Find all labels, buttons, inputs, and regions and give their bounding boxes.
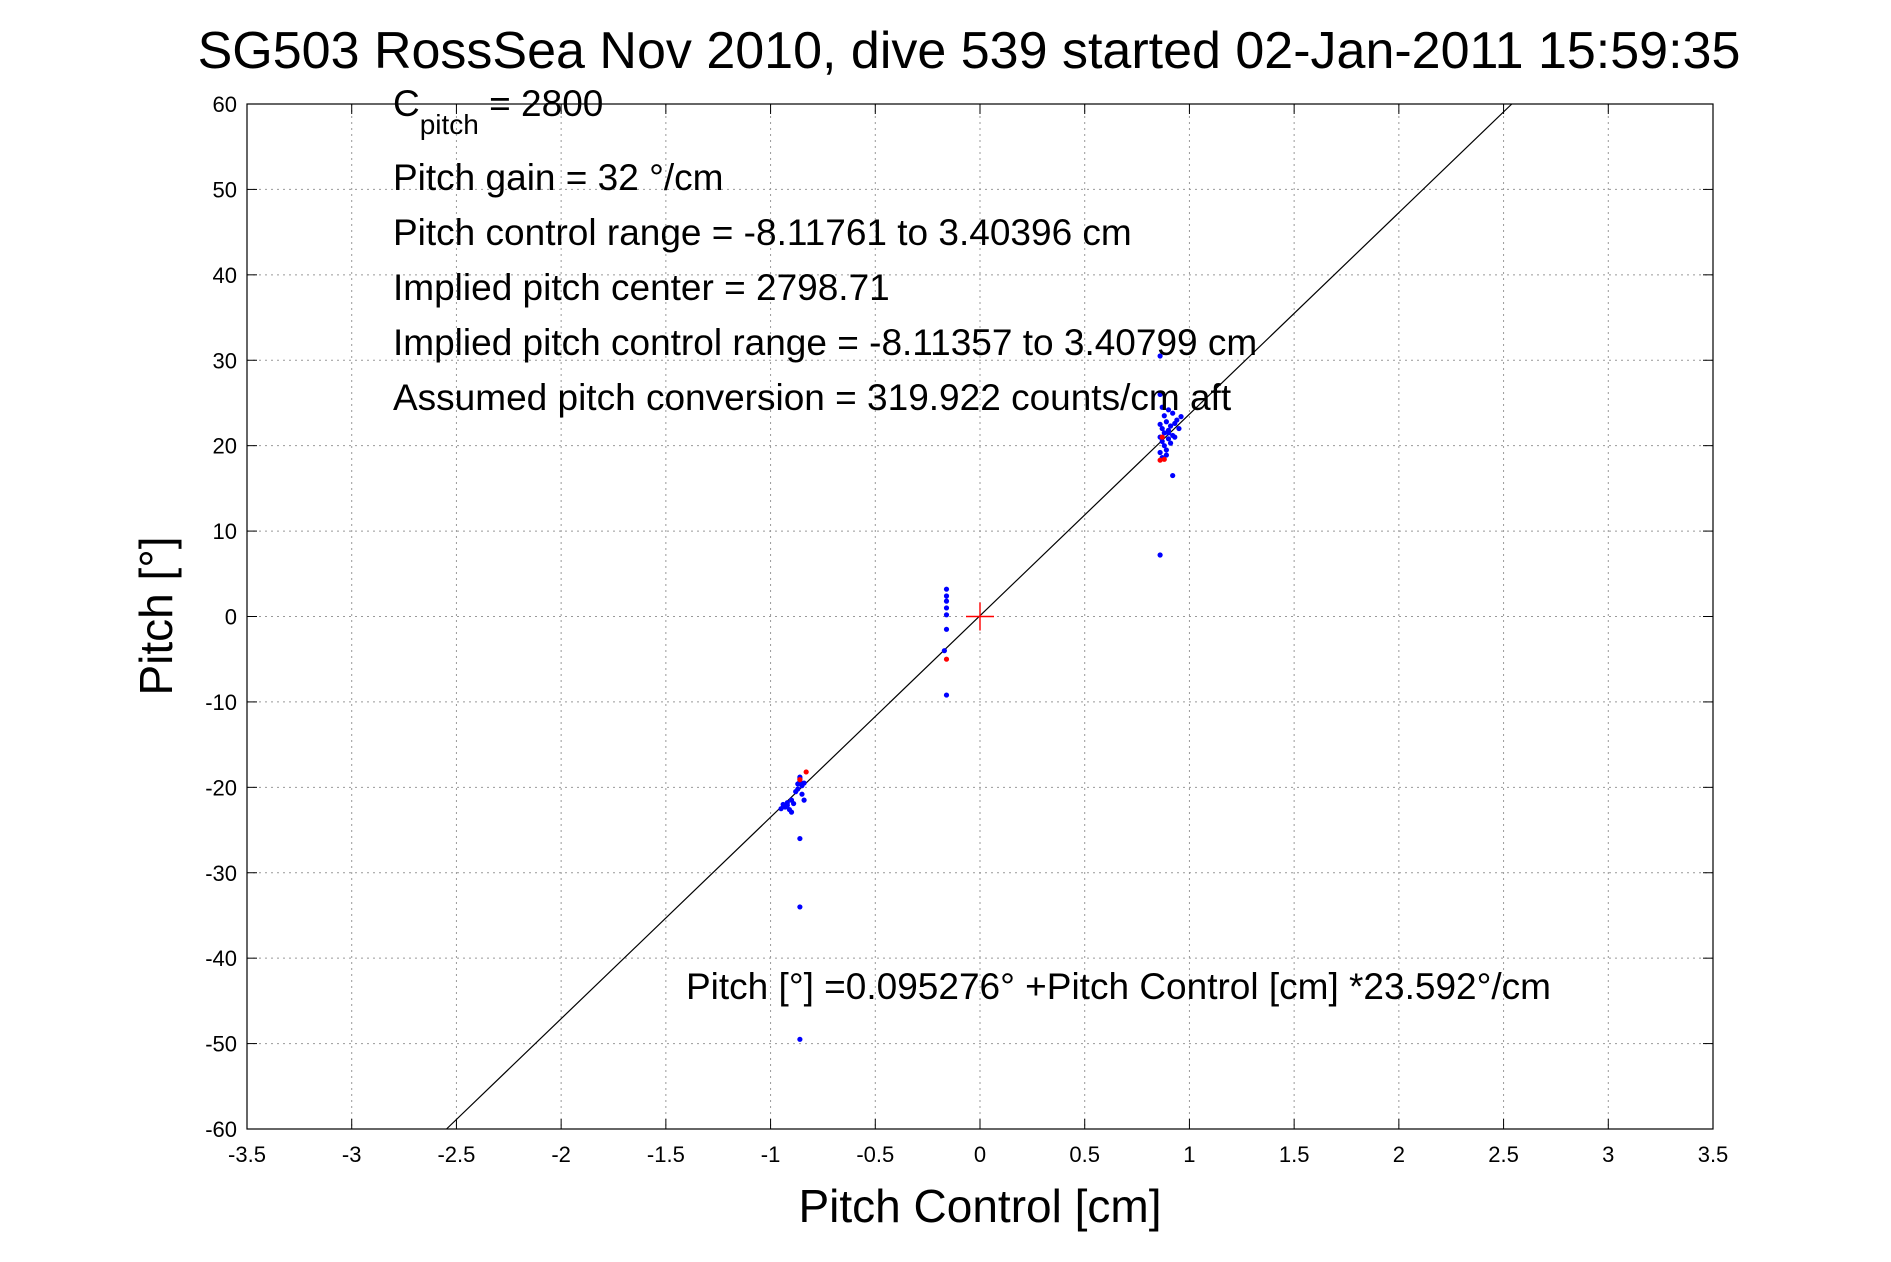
assumed-conversion-annotation: Assumed pitch conversion = 319.922 count… [393,377,1232,418]
data-point [941,648,947,654]
y-tick-label: 10 [213,519,237,544]
data-point [793,789,799,795]
data-point [1165,407,1172,413]
data-point [1157,457,1163,463]
x-tick-label: 0 [974,1142,986,1167]
data-point [1176,425,1182,432]
data-point [1165,436,1172,442]
data-point [1163,452,1169,458]
data-point [801,797,807,803]
implied-center-annotation: Implied pitch center = 2798.71 [393,267,890,308]
c-pitch-value: = 2800 [479,83,603,124]
data-point [803,769,809,775]
data-point [778,806,784,812]
data-point [1167,440,1174,446]
data-point [797,904,803,910]
data-point [780,801,786,808]
x-tick-label: 3.5 [1698,1142,1729,1167]
data-point [1161,456,1167,462]
data-point [1157,391,1163,398]
data-point [1159,434,1165,440]
data-point [943,598,950,604]
implied-range-annotation: Implied pitch control range = -8.11357 t… [393,322,1257,363]
c-pitch-annotation: Cpitch = 2800 [393,83,603,140]
pitch-gain-annotation: Pitch gain = 32 °/cm [393,157,724,198]
data-point [1172,420,1178,427]
data-point [797,777,803,783]
data-point [1170,472,1176,479]
x-tick-label: 1 [1183,1142,1195,1167]
data-point [1161,443,1167,449]
x-axis-label: Pitch Control [cm] [799,1180,1162,1232]
fit-equation-annotation: Pitch [°] =0.095276° +Pitch Control [cm]… [686,966,1551,1007]
data-point [943,692,950,698]
x-tick-label: 3 [1602,1142,1614,1167]
x-tick-label: 1.5 [1279,1142,1310,1167]
x-tick-label: -1 [761,1142,781,1167]
x-tick-label: 2 [1393,1142,1405,1167]
data-points [778,353,1184,1042]
data-point [1157,449,1163,456]
x-tick-label: 0.5 [1069,1142,1100,1167]
x-tick-label: -3 [342,1142,362,1167]
data-point [943,612,950,618]
center-marker [966,602,994,631]
data-point [1159,404,1165,410]
data-point [784,802,790,808]
data-point [943,605,950,611]
data-point [1157,421,1163,427]
y-tick-label: -20 [205,775,237,800]
x-tick-label: -2 [551,1142,571,1167]
data-point [1170,410,1176,416]
y-tick-label: 0 [225,605,237,630]
y-tick-label: -60 [205,1117,237,1142]
data-point [797,835,803,842]
data-point [795,781,801,787]
data-point [1161,413,1167,419]
y-tick-label: 60 [213,92,237,117]
data-point [943,593,950,599]
data-point [801,780,807,786]
pitch-control-range-annotation: Pitch control range = -8.11761 to 3.4039… [393,212,1132,253]
data-point [1159,425,1165,432]
chart-title: SG503 RossSea Nov 2010, dive 539 started… [198,22,1741,80]
y-tick-label: -50 [205,1032,237,1057]
y-tick-label: 40 [213,263,237,288]
y-tick-label: 30 [213,348,237,373]
data-point [1157,353,1163,359]
y-tick-label: 50 [213,177,237,202]
data-point [797,1036,803,1042]
data-point [943,656,950,662]
data-point [1172,434,1178,440]
data-point [943,586,950,592]
x-tick-label: -3.5 [228,1142,266,1167]
y-tick-label: -10 [205,690,237,715]
data-point [791,800,797,807]
data-point [943,626,950,632]
data-point [1159,438,1165,444]
axis-ticks: -3.5 -3 -2.5 -2 -1.5 -1 -0.5 0 0.5 1 1.5 2 2.5 3 3.5 -6… [205,92,1728,1167]
data-point [1167,423,1174,429]
data-point [1163,447,1169,453]
y-tick-label: -30 [205,861,237,886]
y-tick-label: -40 [205,946,237,971]
c-pitch-sub: pitch [420,109,479,140]
data-point [799,791,805,797]
data-point [1178,414,1184,420]
data-point [1161,430,1167,436]
x-tick-label: -1.5 [647,1142,685,1167]
data-point [788,809,795,815]
y-axis-label: Pitch [°] [130,536,182,695]
c-pitch-base: C [393,83,420,124]
y-tick-label: 20 [213,434,237,459]
data-point [1163,419,1169,425]
data-point [1165,430,1172,436]
x-tick-label: -0.5 [856,1142,894,1167]
x-tick-label: -2.5 [437,1142,475,1167]
data-point [1157,552,1163,558]
x-tick-label: 2.5 [1488,1142,1519,1167]
